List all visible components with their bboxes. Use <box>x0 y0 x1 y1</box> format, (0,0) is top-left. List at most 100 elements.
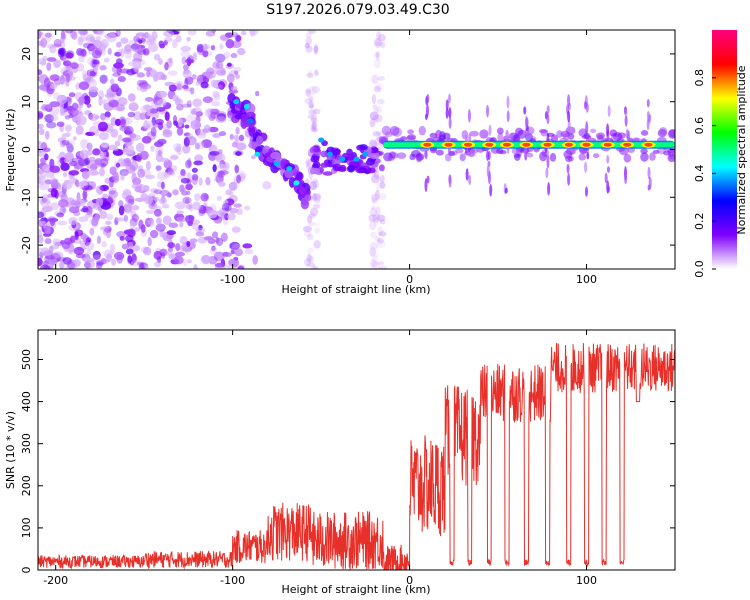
spectrogram-cell <box>65 52 74 59</box>
spectrogram-cell <box>306 233 314 241</box>
spectrogram-cell <box>162 129 173 138</box>
spectrogram-cell <box>100 112 107 121</box>
spectrogram-cell <box>372 197 378 204</box>
spectrogram-cell <box>123 157 132 164</box>
spectrogram-cell <box>407 129 414 135</box>
spectrogram-cell <box>307 30 316 35</box>
spectrogram-cell <box>66 261 76 269</box>
spectrogram-cell <box>116 65 122 76</box>
spectrogram-cell <box>191 167 198 173</box>
spectrogram-cell <box>309 104 314 110</box>
spectrogram-cell <box>189 87 195 95</box>
spectrogram-cell <box>379 219 386 225</box>
spectrogram-cell <box>372 104 378 109</box>
spectrogram-cell <box>58 199 69 208</box>
spectrogram-cell <box>196 43 205 53</box>
spectrogram-cell <box>438 131 446 141</box>
spectrogram-cell <box>76 115 87 126</box>
spectrogram-cell <box>367 167 376 174</box>
spectrogram-cell <box>185 183 193 191</box>
spectrogram-cell <box>115 217 125 222</box>
spectrogram-cell <box>98 44 106 52</box>
spectrogram-cell <box>213 216 223 224</box>
spectrogram-cell <box>63 60 72 67</box>
spectrogram-cell <box>479 129 489 139</box>
spectrogram-cell <box>59 40 66 49</box>
spectrogram-cell <box>187 259 192 264</box>
y-tick-label: 10 <box>20 95 33 109</box>
spectrogram-cell <box>159 157 169 162</box>
spectrogram-cell <box>582 142 591 147</box>
spectrogram-cell <box>320 162 330 168</box>
spectrogram-cell <box>623 153 632 163</box>
spectrogram-cell <box>51 43 62 48</box>
spectrogram-cell <box>308 212 316 219</box>
spectrogram-cell <box>162 215 172 226</box>
spectrogram-cell <box>375 130 383 135</box>
spectrogram-cell <box>62 179 73 190</box>
spectrogram-cell <box>262 181 272 190</box>
spectrogram-cell <box>646 99 650 108</box>
spectrogram-cell <box>306 160 312 167</box>
spectrogram-cell <box>38 211 45 219</box>
spectrogram-cell <box>211 101 221 107</box>
spectrogram-cell <box>223 51 231 59</box>
spectrogram-cell <box>136 37 146 43</box>
spectrogram-cell <box>369 220 377 231</box>
spectrogram-cell <box>313 155 320 163</box>
spectrogram-cell <box>305 88 311 97</box>
spectrogram-cell <box>293 180 300 186</box>
spectrogram-cell <box>59 157 66 165</box>
spectrogram-cell <box>82 189 88 200</box>
spectrogram-cell <box>424 178 428 193</box>
spectrogram-cell <box>131 43 142 53</box>
spectrogram-cell <box>463 142 472 147</box>
spectrogram-cell <box>368 214 377 222</box>
spectrogram-cell <box>205 177 211 186</box>
spectrogram-cell <box>88 156 96 162</box>
spectrogram-cell <box>195 81 202 86</box>
spectrogram-cell <box>448 117 452 129</box>
spectrogram-cell <box>527 152 534 158</box>
spectrogram-cell <box>376 98 385 105</box>
spectrogram-cell <box>372 213 380 223</box>
spectrogram-cell <box>91 58 97 68</box>
spectrogram-cell <box>221 202 232 212</box>
spectrogram-cell <box>73 161 84 170</box>
spectrogram-cell <box>524 150 528 161</box>
spectrogram-cell <box>125 248 134 255</box>
spectrogram-cell <box>195 227 206 234</box>
snr-panel: -200 -100 0 100 0 100 200 300 400 500 Height of s… <box>4 329 676 596</box>
spectrogram-cell <box>387 155 395 161</box>
spectrogram-cell <box>200 255 211 264</box>
spectrogram-cell <box>235 73 240 80</box>
spectrogram-cell <box>75 125 84 136</box>
spectrogram-cell <box>469 130 479 137</box>
spectrogram-cell <box>497 132 504 143</box>
spectrogram-cell <box>139 150 149 161</box>
spectrogram-cell <box>322 171 333 176</box>
spectrogram-cell <box>134 227 141 232</box>
spectrogram-cell <box>175 243 181 252</box>
spectrogram-cell <box>143 246 152 256</box>
spectrogram-cell <box>489 183 493 197</box>
spectrogram-cell <box>115 162 121 168</box>
spectrogram-cell <box>87 169 99 176</box>
spectrogram-cell <box>214 171 221 180</box>
spectrogram-cell <box>73 177 78 185</box>
spectrogram-cell <box>540 129 548 137</box>
spectrogram-cell <box>140 105 151 114</box>
spectrogram-cell <box>245 111 256 119</box>
spectrogram-cell <box>347 164 354 172</box>
spectrogram-cell <box>606 166 610 173</box>
spectrogram-cell <box>623 142 632 147</box>
spectrogram-cell <box>252 255 259 265</box>
spectrogram-cell <box>298 186 306 195</box>
spectrogram-cell <box>617 132 627 139</box>
spectrogram-cell <box>194 142 200 150</box>
spectrogram-cell <box>467 109 471 123</box>
spectrogram-cell <box>50 188 58 198</box>
spectrogram-cell <box>212 90 220 98</box>
spectrogram-cell <box>60 162 70 172</box>
spectrogram-cell <box>314 193 321 203</box>
